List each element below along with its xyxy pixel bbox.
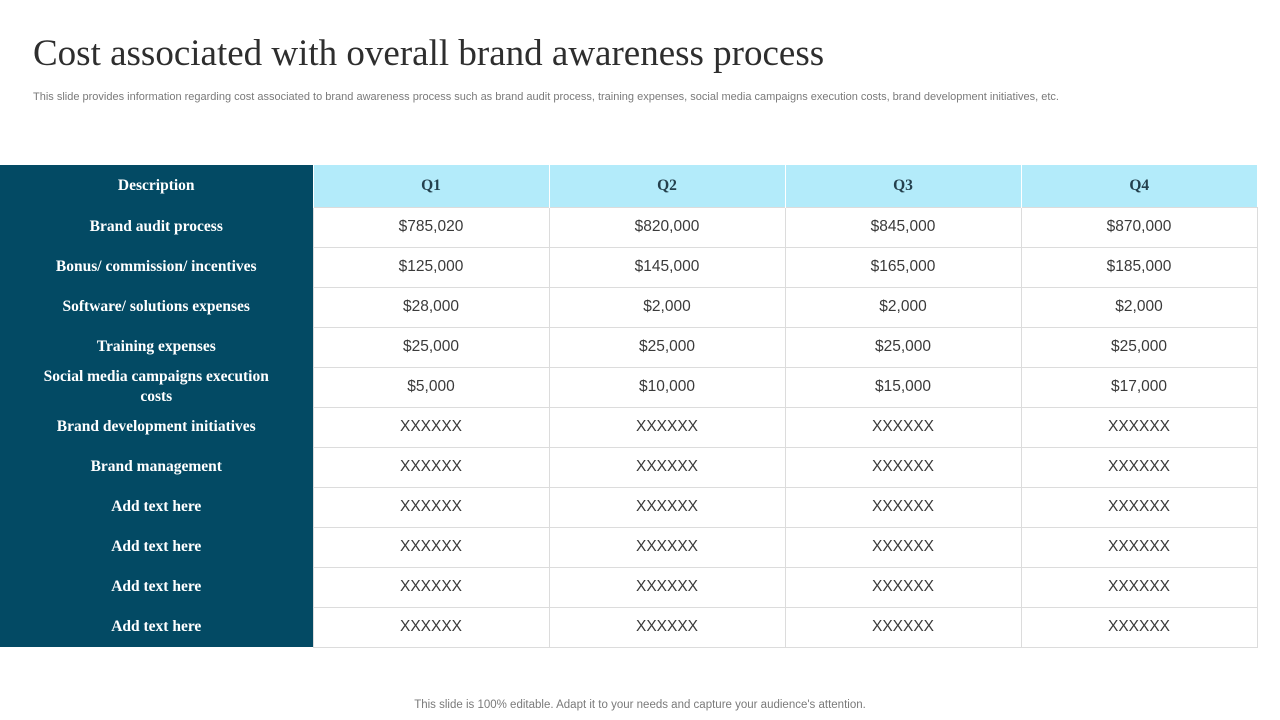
- table-cell: $25,000: [784, 326, 1022, 368]
- table-cell: XXXXXX: [784, 566, 1022, 608]
- table-row: Brand management XXXXXX XXXXXX XXXXXX XX…: [0, 446, 1258, 488]
- row-label: Add text here: [0, 527, 313, 567]
- cost-table: Description Q1 Q2 Q3 Q4 Brand audit proc…: [0, 165, 1258, 648]
- table-cell: $165,000: [784, 246, 1022, 288]
- table-cell: $2,000: [784, 286, 1022, 328]
- slide-title: Cost associated with overall brand aware…: [33, 33, 825, 74]
- table-cell: $125,000: [312, 246, 550, 288]
- table-cell: $17,000: [1020, 366, 1258, 408]
- row-label: Add text here: [0, 487, 313, 527]
- table-row: Brand audit process $785,020 $820,000 $8…: [0, 206, 1258, 248]
- table-row: Brand development initiatives XXXXXX XXX…: [0, 406, 1258, 448]
- table-cell: XXXXXX: [1020, 566, 1258, 608]
- row-label: Brand audit process: [0, 207, 313, 247]
- table-cell: XXXXXX: [548, 606, 786, 648]
- table-cell: XXXXXX: [548, 406, 786, 448]
- row-label: Brand development initiatives: [0, 407, 313, 447]
- table-cell: XXXXXX: [784, 486, 1022, 528]
- table-cell: XXXXXX: [312, 606, 550, 648]
- table-cell: XXXXXX: [312, 566, 550, 608]
- table-cell: XXXXXX: [784, 446, 1022, 488]
- table-row: Software/ solutions expenses $28,000 $2,…: [0, 286, 1258, 328]
- table-row: Add text here XXXXXX XXXXXX XXXXXX XXXXX…: [0, 486, 1258, 528]
- table-cell: XXXXXX: [1020, 406, 1258, 448]
- table-cell: XXXXXX: [312, 486, 550, 528]
- table-cell: XXXXXX: [1020, 606, 1258, 648]
- table-cell: $870,000: [1020, 206, 1258, 248]
- table-cell: XXXXXX: [312, 446, 550, 488]
- table-cell: XXXXXX: [548, 486, 786, 528]
- table-cell: XXXXXX: [784, 406, 1022, 448]
- table-row: Add text here XXXXXX XXXXXX XXXXXX XXXXX…: [0, 526, 1258, 568]
- table-cell: $145,000: [548, 246, 786, 288]
- table-cell: $15,000: [784, 366, 1022, 408]
- row-label: Bonus/ commission/ incentives: [0, 247, 313, 287]
- table-cell: $820,000: [548, 206, 786, 248]
- header-q2: Q2: [548, 165, 785, 207]
- table-cell: XXXXXX: [1020, 446, 1258, 488]
- table-cell: $10,000: [548, 366, 786, 408]
- header-q3: Q3: [784, 165, 1021, 207]
- table-cell: XXXXXX: [548, 566, 786, 608]
- header-description: Description: [0, 165, 313, 207]
- table-row: Add text here XXXXXX XXXXXX XXXXXX XXXXX…: [0, 566, 1258, 608]
- table-cell: $25,000: [548, 326, 786, 368]
- table-cell: $185,000: [1020, 246, 1258, 288]
- row-label: Training expenses: [0, 327, 313, 367]
- table-cell: $5,000: [312, 366, 550, 408]
- header-q4: Q4: [1020, 165, 1257, 207]
- table-cell: $25,000: [1020, 326, 1258, 368]
- table-cell: XXXXXX: [312, 526, 550, 568]
- table-header-row: Description Q1 Q2 Q3 Q4: [0, 165, 1257, 207]
- table-cell: $845,000: [784, 206, 1022, 248]
- slide-footer-note: This slide is 100% editable. Adapt it to…: [414, 699, 866, 711]
- table-cell: XXXXXX: [548, 526, 786, 568]
- table-cell: XXXXXX: [548, 446, 786, 488]
- row-label: Software/ solutions expenses: [0, 287, 313, 327]
- row-label: Brand management: [0, 447, 313, 487]
- slide-subtitle: This slide provides information regardin…: [33, 91, 1059, 103]
- table-cell: XXXXXX: [784, 606, 1022, 648]
- row-label: Social media campaigns execution costs: [0, 367, 313, 407]
- table-cell: $785,020: [312, 206, 550, 248]
- table-row: Add text here XXXXXX XXXXXX XXXXXX XXXXX…: [0, 606, 1258, 648]
- table-cell: XXXXXX: [784, 526, 1022, 568]
- table-cell: XXXXXX: [1020, 486, 1258, 528]
- table-row: Social media campaigns execution costs $…: [0, 366, 1258, 408]
- header-q1: Q1: [312, 165, 549, 207]
- table-cell: XXXXXX: [312, 406, 550, 448]
- table-cell: $2,000: [548, 286, 786, 328]
- table-cell: $2,000: [1020, 286, 1258, 328]
- table-cell: XXXXXX: [1020, 526, 1258, 568]
- table-row: Bonus/ commission/ incentives $125,000 $…: [0, 246, 1258, 288]
- table-cell: $28,000: [312, 286, 550, 328]
- table-cell: $25,000: [312, 326, 550, 368]
- row-label: Add text here: [0, 567, 313, 607]
- table-row: Training expenses $25,000 $25,000 $25,00…: [0, 326, 1258, 368]
- row-label: Add text here: [0, 607, 313, 647]
